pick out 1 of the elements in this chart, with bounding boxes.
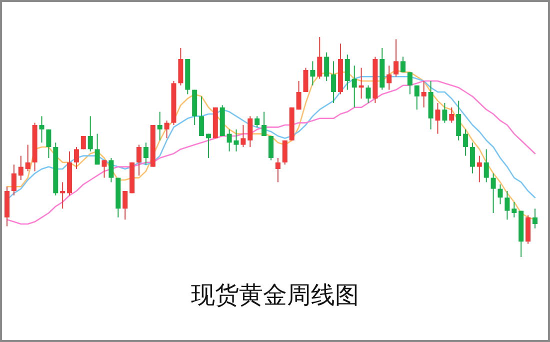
text: 现货黄金周线图 <box>191 281 359 309</box>
